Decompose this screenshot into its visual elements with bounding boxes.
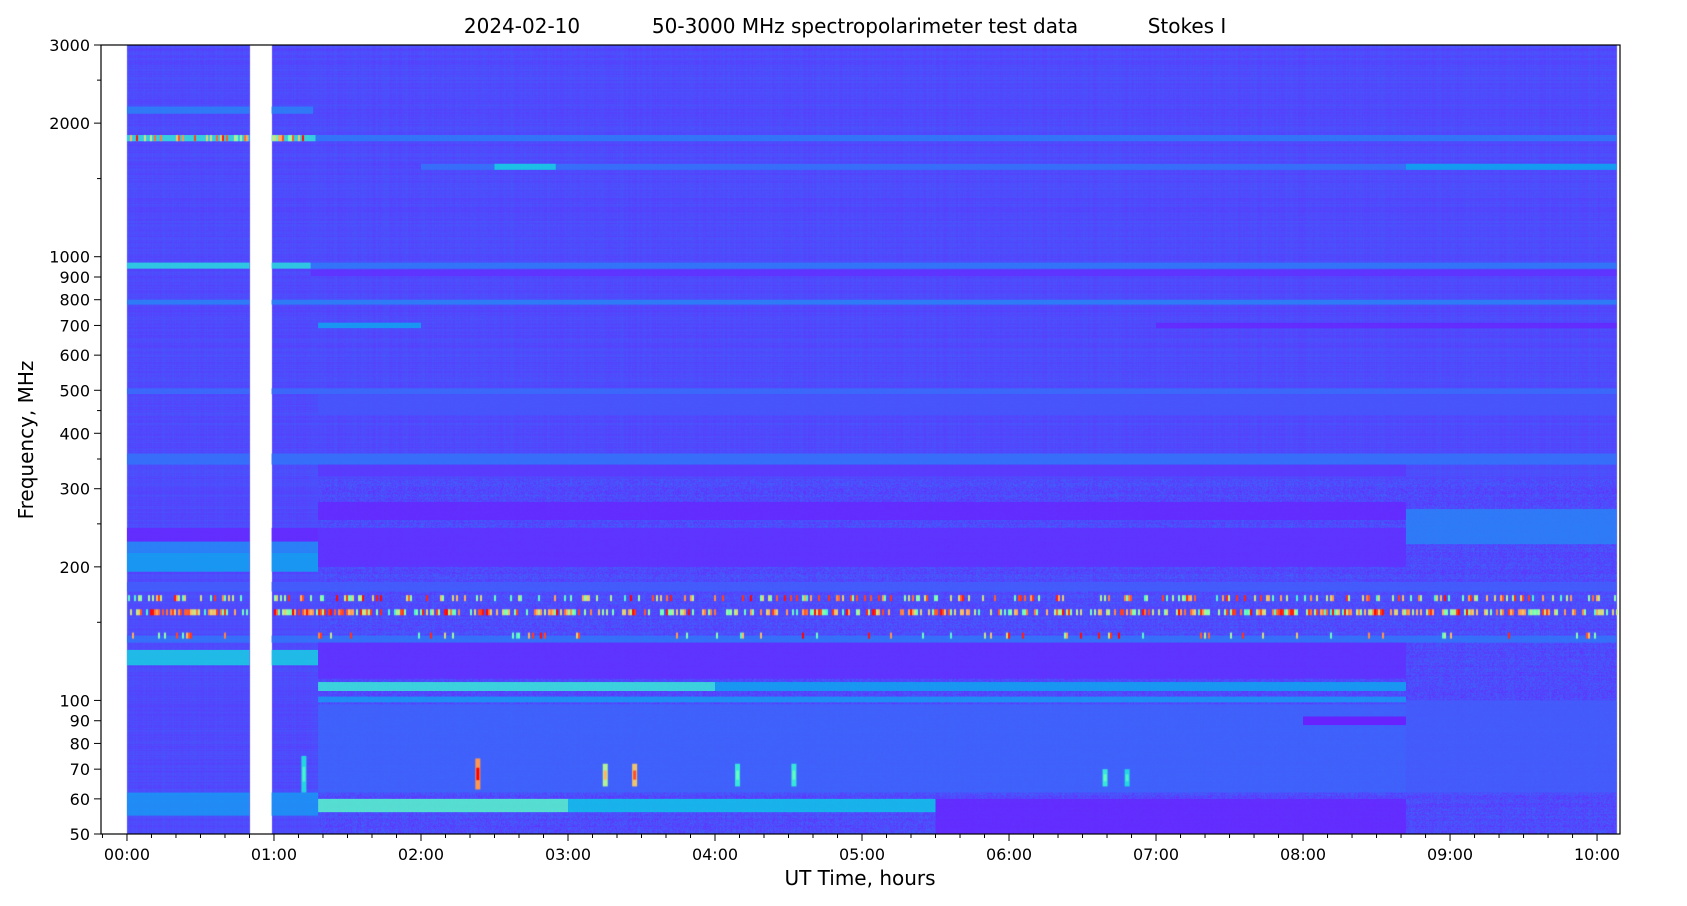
y-tick-label: 400 (59, 424, 90, 443)
title-date: 2024-02-10 (463, 14, 581, 38)
y-tick-label: 80 (70, 734, 90, 753)
y-tick-label: 70 (70, 760, 90, 779)
x-tick-label: 00:00 (104, 845, 150, 864)
x-axis-label: UT Time, hours (784, 866, 936, 890)
x-tick-label: 04:00 (692, 845, 738, 864)
y-tick-label: 2000 (49, 114, 90, 133)
x-tick-label: 03:00 (545, 845, 591, 864)
y-tick-label: 3000 (49, 36, 90, 55)
y-tick-label: 600 (59, 346, 90, 365)
y-tick-label: 100 (59, 691, 90, 710)
x-tick-label: 01:00 (251, 845, 297, 864)
y-tick-label: 900 (59, 268, 90, 287)
title-stokes: Stokes I (1147, 14, 1227, 38)
x-tick-label: 09:00 (1427, 845, 1473, 864)
speckle-layer (101, 45, 1620, 834)
x-tick-label: 02:00 (398, 845, 444, 864)
title-description: 50-3000 MHz spectropolarimeter test data (651, 14, 1079, 38)
y-tick-label: 300 (59, 480, 90, 499)
x-tick-label: 10:00 (1574, 845, 1620, 864)
y-tick-label: 200 (59, 558, 90, 577)
y-axis-label: Frequency, MHz (14, 360, 38, 520)
y-tick-label: 60 (70, 790, 90, 809)
x-tick-label: 07:00 (1133, 845, 1179, 864)
y-tick-label: 800 (59, 291, 90, 310)
y-tick-label: 90 (70, 712, 90, 731)
y-tick-label: 700 (59, 316, 90, 335)
y-tick-label: 50 (70, 825, 90, 844)
y-tick-label: 500 (59, 381, 90, 400)
x-tick-label: 05:00 (839, 845, 885, 864)
plot-frame (100, 44, 1621, 835)
y-tick-label: 1000 (49, 248, 90, 267)
x-tick-label: 06:00 (986, 845, 1032, 864)
x-tick-label: 08:00 (1280, 845, 1326, 864)
